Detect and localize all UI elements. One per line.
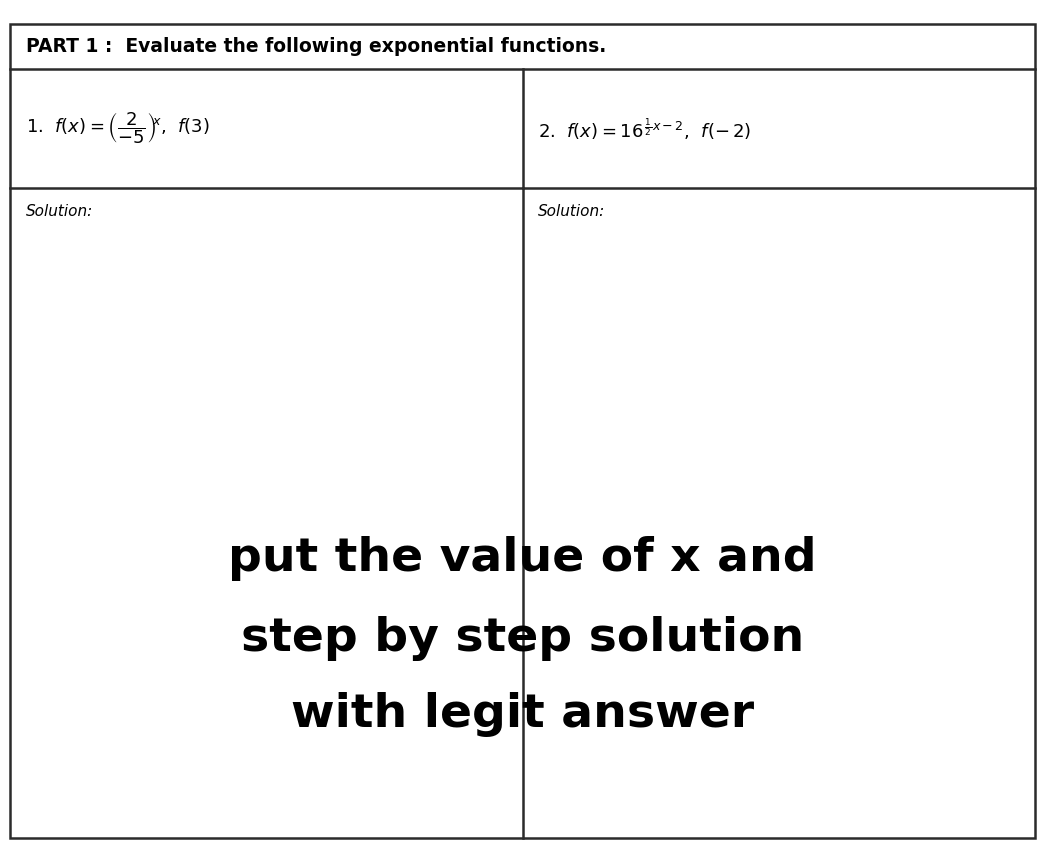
Text: with legit answer: with legit answer — [291, 692, 754, 738]
Text: 1.  $f(x) = \left(\dfrac{2}{-5}\right)^{\!\!x}$,  $f(3)$: 1. $f(x) = \left(\dfrac{2}{-5}\right)^{\… — [26, 111, 210, 146]
Text: step by step solution: step by step solution — [241, 616, 804, 662]
Text: Solution:: Solution: — [26, 204, 93, 219]
Text: 2.  $f(x) = 16^{\,\frac{1}{2}x-2}$,  $f(-\,2)$: 2. $f(x) = 16^{\,\frac{1}{2}x-2}$, $f(-\… — [538, 116, 751, 141]
Text: put the value of x and: put the value of x and — [228, 536, 817, 581]
Text: PART 1 :  Evaluate the following exponential functions.: PART 1 : Evaluate the following exponent… — [26, 37, 606, 56]
Text: Solution:: Solution: — [538, 204, 605, 219]
